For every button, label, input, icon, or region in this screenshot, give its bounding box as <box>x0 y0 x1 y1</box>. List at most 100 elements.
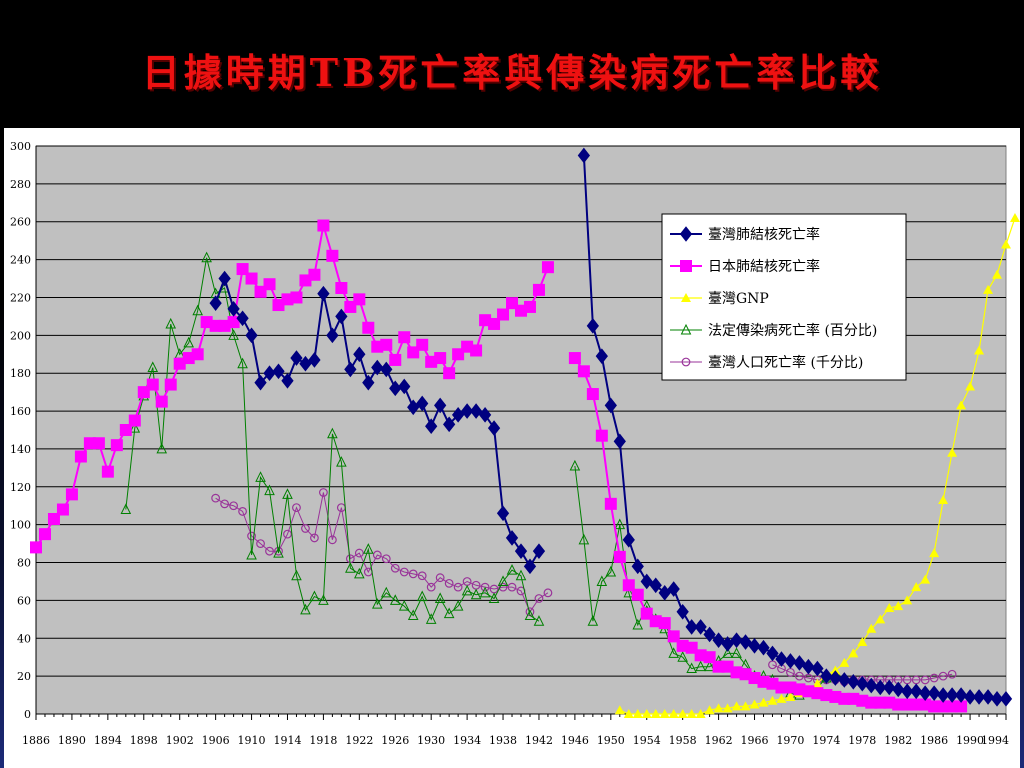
data-point <box>524 609 536 621</box>
data-point <box>974 345 985 355</box>
data-point <box>920 675 930 685</box>
data-point <box>929 548 940 558</box>
data-point <box>229 501 238 511</box>
legend-marker <box>681 293 691 302</box>
data-point <box>292 503 301 513</box>
series-2 <box>30 219 968 713</box>
x-tick-label: 1886 <box>22 734 50 747</box>
data-point <box>110 439 123 452</box>
x-tick-label: 1910 <box>238 734 266 747</box>
data-point <box>236 263 249 276</box>
y-tick-label: 20 <box>17 670 31 683</box>
data-point <box>408 569 418 579</box>
data-point <box>830 665 841 675</box>
data-point <box>884 602 895 612</box>
data-point <box>758 697 769 707</box>
x-tick-label: 1934 <box>453 734 481 747</box>
data-point <box>398 331 411 344</box>
data-point <box>201 251 212 263</box>
data-point <box>623 586 635 598</box>
data-point <box>613 433 626 450</box>
data-point <box>757 639 770 656</box>
data-point <box>345 562 356 573</box>
x-tick-label: 1918 <box>309 734 337 747</box>
x-tick-label: 1946 <box>561 734 589 747</box>
x-tick-label: 1954 <box>633 734 661 747</box>
data-point <box>380 586 392 598</box>
data-point <box>767 695 778 705</box>
data-point <box>290 291 303 304</box>
data-point <box>147 361 159 373</box>
data-point <box>703 626 716 643</box>
x-tick-label: 1974 <box>812 734 840 747</box>
data-point <box>695 660 706 672</box>
data-point <box>164 378 177 391</box>
data-point <box>838 672 851 688</box>
data-point <box>847 674 860 690</box>
data-point <box>417 571 427 581</box>
data-point <box>245 327 258 344</box>
data-point <box>237 357 248 369</box>
data-point <box>614 705 625 715</box>
x-tick-label: 1958 <box>669 734 697 747</box>
data-point <box>622 579 635 592</box>
data-point <box>101 465 114 478</box>
data-point <box>631 588 644 601</box>
data-point <box>677 709 688 718</box>
data-point <box>362 321 375 334</box>
data-point <box>507 582 517 592</box>
data-point <box>362 374 375 391</box>
x-tick-label: 1930 <box>417 734 445 747</box>
data-point <box>731 647 742 658</box>
data-point <box>640 573 653 590</box>
data-point <box>407 609 419 621</box>
data-point <box>183 336 194 348</box>
data-point <box>703 651 716 664</box>
data-point <box>856 675 869 692</box>
data-point <box>381 554 391 564</box>
data-point <box>748 638 761 654</box>
data-point <box>929 673 939 683</box>
data-point <box>326 327 339 344</box>
data-point <box>936 687 950 703</box>
data-point <box>947 669 957 679</box>
data-point <box>451 407 465 423</box>
data-point <box>829 670 842 686</box>
data-point <box>668 709 679 718</box>
data-point <box>443 416 456 433</box>
data-point <box>56 503 69 516</box>
data-point <box>380 361 393 378</box>
x-tick-label: 1966 <box>741 734 769 747</box>
x-tick-label: 1914 <box>273 734 301 747</box>
data-point <box>658 585 671 601</box>
data-point <box>568 352 581 365</box>
x-tick-label: 1990 <box>956 734 984 747</box>
data-point <box>389 353 402 366</box>
data-point <box>983 284 994 294</box>
data-point <box>910 683 923 700</box>
data-point <box>354 548 364 558</box>
data-point <box>335 308 348 325</box>
data-point <box>686 709 697 718</box>
data-point <box>488 592 500 604</box>
data-point <box>795 671 804 681</box>
data-point <box>425 418 438 435</box>
data-point <box>954 687 968 703</box>
data-point <box>938 495 949 505</box>
data-point <box>839 657 850 667</box>
y-tick-label: 240 <box>10 254 31 267</box>
data-point <box>380 338 393 351</box>
data-point <box>480 582 490 592</box>
data-point <box>209 295 222 311</box>
data-point <box>128 414 141 427</box>
x-tick-label: 1970 <box>776 734 804 747</box>
data-point <box>227 301 240 317</box>
data-point <box>326 249 339 262</box>
y-tick-label: 220 <box>10 291 31 304</box>
data-point <box>667 630 680 643</box>
x-tick-label: 1986 <box>920 734 948 747</box>
x-tick-label: 1950 <box>597 734 625 747</box>
slide-title: 日據時期TB死亡率與傳染病死亡率比較 <box>141 50 883 95</box>
data-point <box>586 388 599 401</box>
data-point <box>523 558 537 575</box>
